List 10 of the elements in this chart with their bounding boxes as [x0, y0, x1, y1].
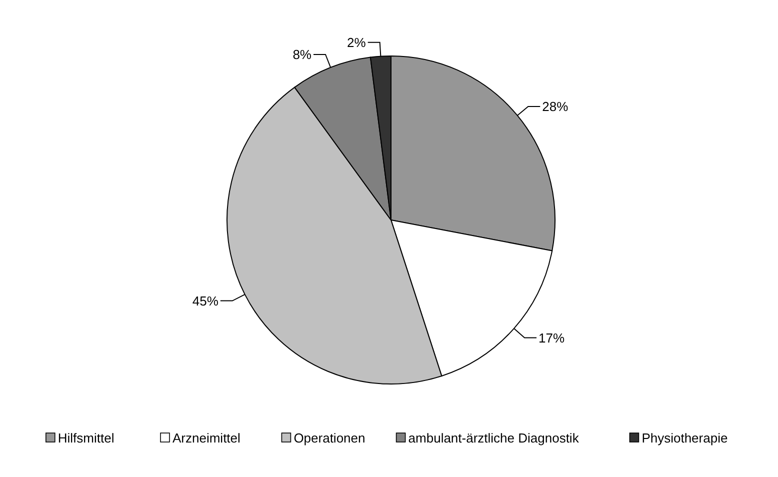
data-label: 45%	[192, 293, 219, 308]
legend-label: Hilfsmittel	[58, 430, 114, 446]
legend-label: Operationen	[294, 430, 366, 446]
legend-label: ambulant-ärztliche Diagnostik	[408, 430, 580, 446]
data-label: 28%	[542, 99, 569, 114]
legend-label: Physiotherapie	[642, 430, 728, 446]
data-label: 17%	[538, 330, 565, 346]
legend-label: Arzneimittel	[172, 430, 241, 446]
data-label: 2%	[347, 34, 366, 50]
data-label: 8%	[292, 47, 312, 62]
